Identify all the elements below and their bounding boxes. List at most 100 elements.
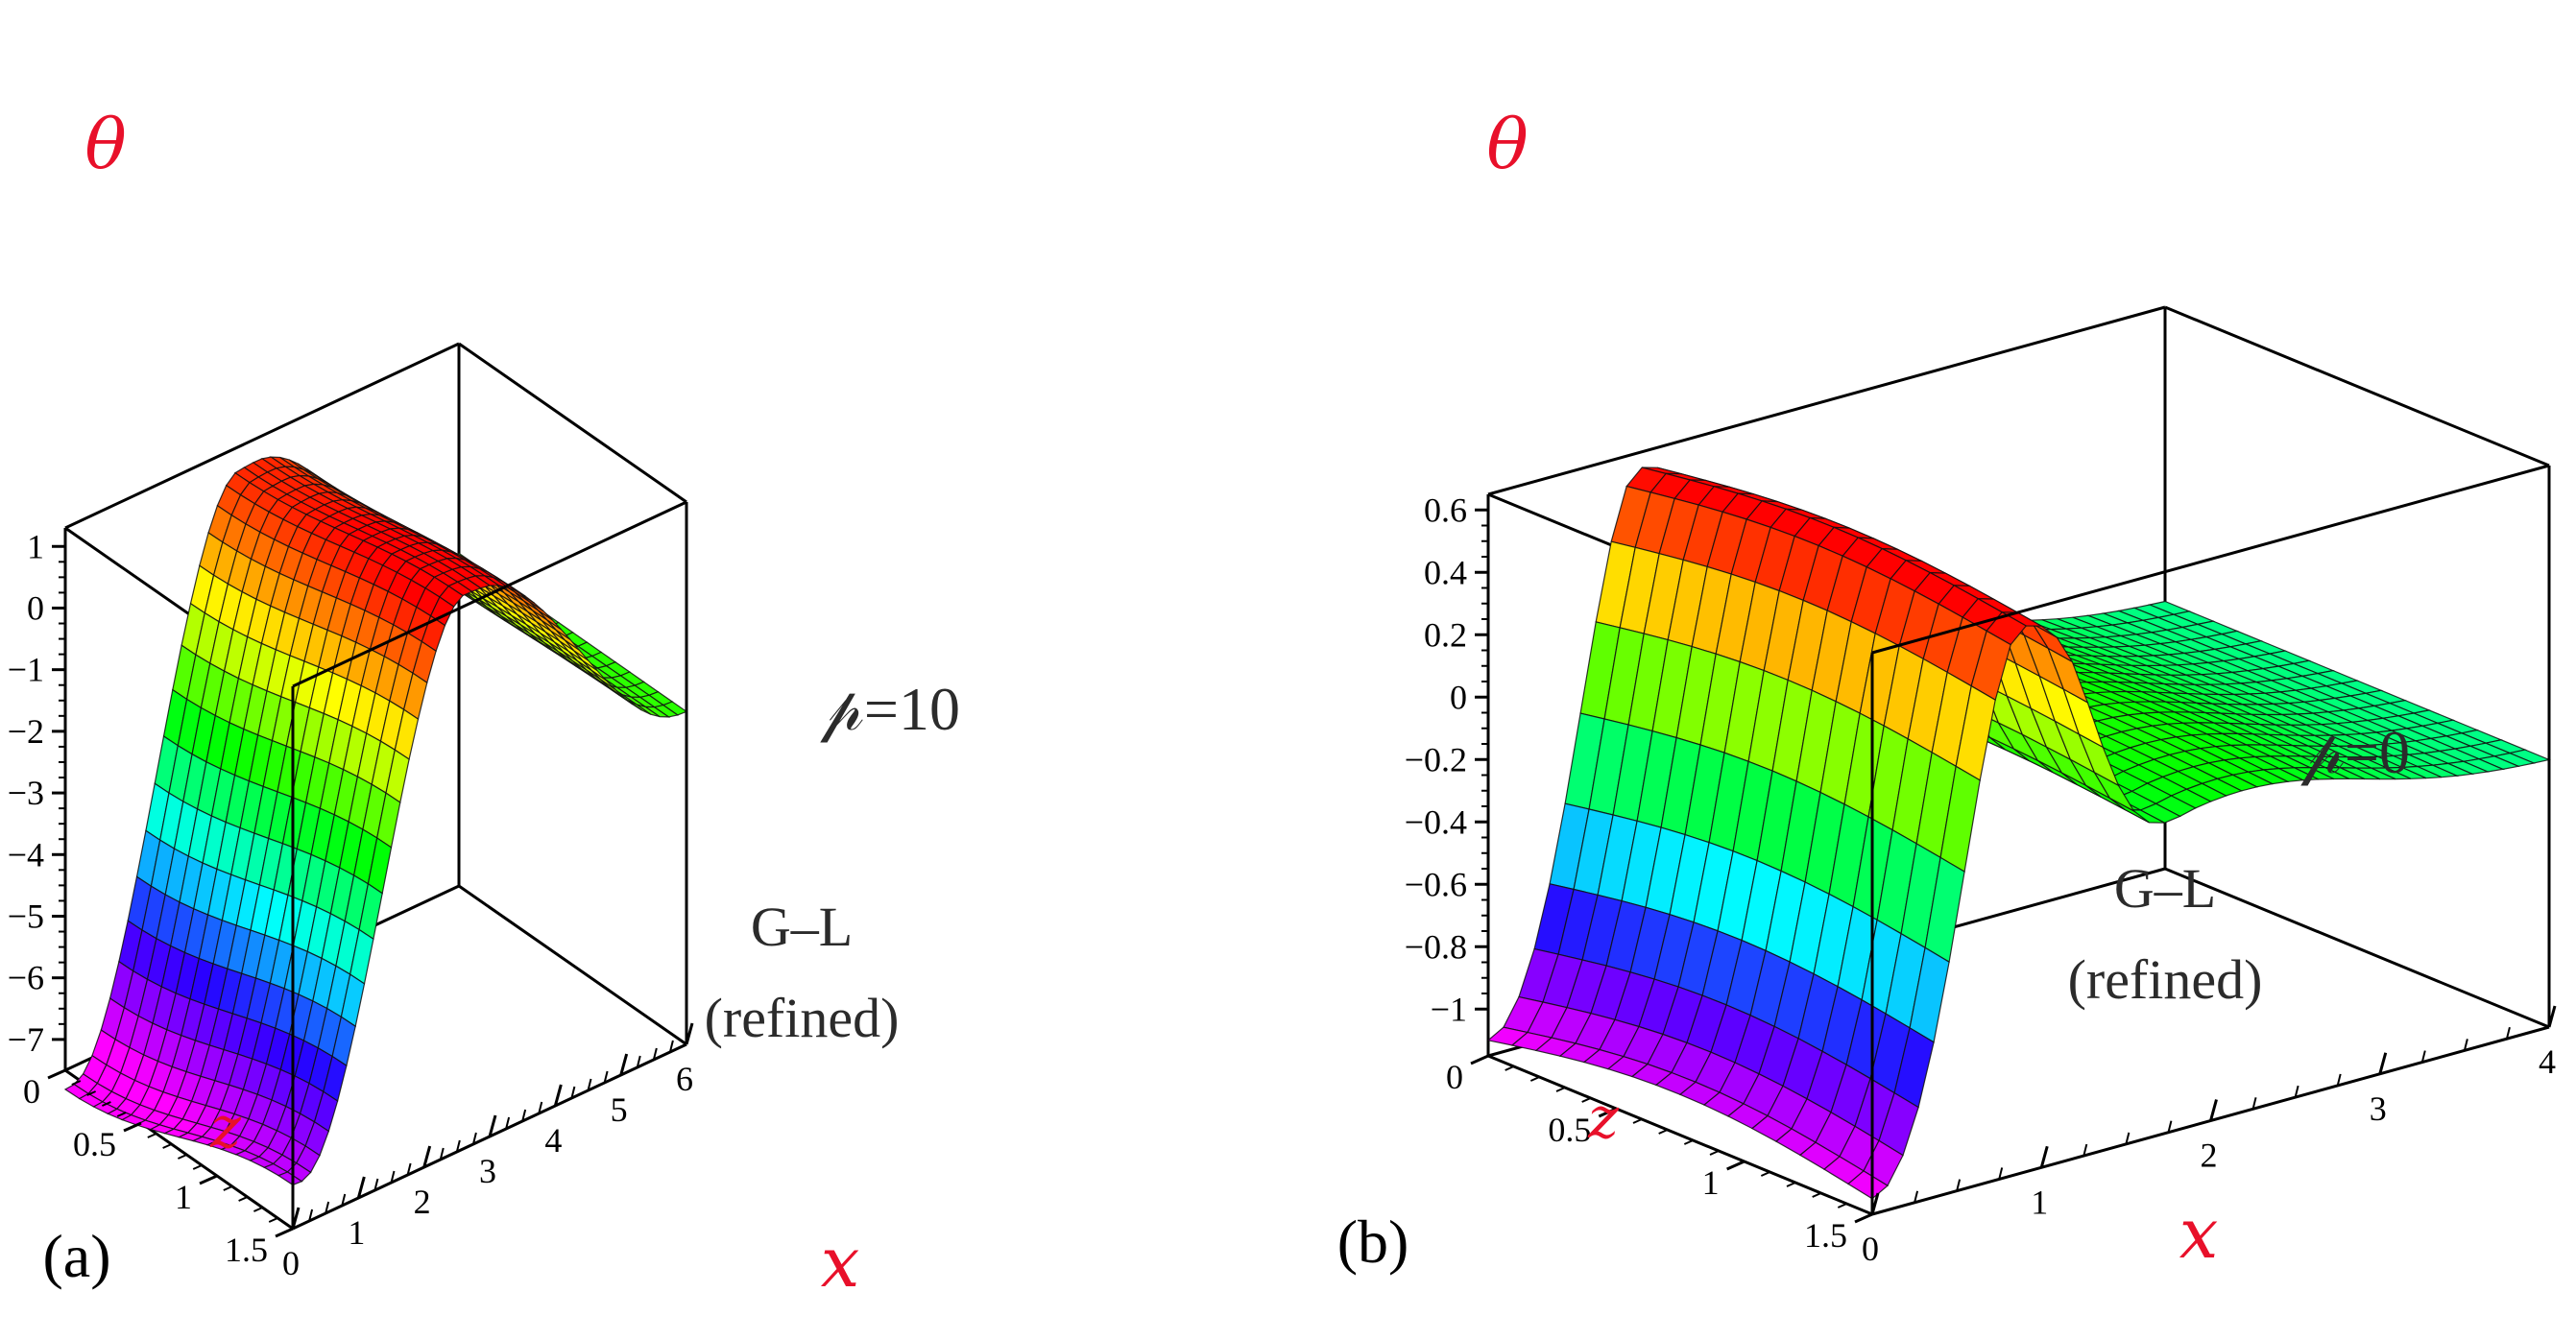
y-tick-mark (123, 1121, 142, 1133)
x-minor-tick (668, 1040, 674, 1053)
y-minor-tick (1555, 1087, 1566, 1092)
x-minor-tick (2251, 1097, 2257, 1110)
x-minor-tick (2167, 1120, 2173, 1133)
panel-label: (a) (42, 1222, 110, 1290)
x-tick-mark (488, 1114, 497, 1137)
z-tick-label: −0.6 (1405, 865, 1467, 903)
x-minor-tick (1956, 1179, 1962, 1191)
x-tick-mark (619, 1053, 629, 1076)
z-tick-label: 0.6 (1424, 491, 1467, 529)
y-minor-tick (147, 1133, 157, 1138)
y-minor-tick (1581, 1097, 1592, 1103)
x-minor-tick (587, 1078, 592, 1091)
z-tick-label: −3 (8, 774, 44, 812)
surface-patch (277, 1171, 303, 1186)
y-tick-mark (199, 1174, 218, 1185)
panel-label: (b) (1337, 1208, 1409, 1276)
x-minor-tick (1914, 1190, 1919, 1204)
y-tick-label: 0.5 (1548, 1111, 1591, 1149)
x-minor-tick (2463, 1039, 2468, 1051)
x-minor-tick (406, 1162, 412, 1176)
y-tick-label: 1 (175, 1178, 192, 1216)
x-tick-mark (2209, 1099, 2218, 1121)
method-sublabel: (refined) (705, 987, 900, 1049)
x-axis-title: x (2179, 1193, 2219, 1274)
x-tick-label: 3 (2370, 1089, 2387, 1128)
z-tick-label: 0 (27, 588, 44, 627)
panel-b: 0.6 0.4 0.2 0 −0.2 −0.4 −0.6 −0.8 −1 0 1 2 3 4 0 0.5 1 1.… (1337, 104, 2557, 1276)
z-tick-label: 0.2 (1424, 615, 1467, 654)
box-edge-front (1871, 464, 2550, 655)
z-tick-label: −1 (8, 651, 44, 689)
y-minor-tick (1812, 1192, 1822, 1198)
y-minor-tick (1709, 1150, 1720, 1156)
x-minor-tick (2082, 1143, 2088, 1157)
x-minor-tick (505, 1116, 511, 1130)
y-tick-mark (47, 1068, 66, 1080)
box-edge-front (2164, 305, 2550, 467)
x-tick-mark (685, 1022, 694, 1045)
y-minor-tick (1632, 1118, 1643, 1124)
x-minor-tick (538, 1101, 543, 1114)
x-axis-title: x (821, 1222, 860, 1303)
panel-a: 1 0 −1 −2 −3 −4 −5 −6 −7 0 1 2 3 4 5 6 0 0.5 1 1.5 θ x z 𝓅=10 G–… (8, 104, 960, 1303)
x-tick-mark (291, 1207, 301, 1230)
y-tick-label: 0 (1446, 1058, 1463, 1096)
box-edge-back (1487, 305, 2166, 496)
x-minor-tick (455, 1139, 461, 1153)
x-tick-label: 4 (2539, 1042, 2556, 1081)
y-minor-tick (86, 1090, 97, 1096)
z-tick-label: 0.4 (1424, 553, 1467, 591)
x-minor-tick (2294, 1085, 2299, 1098)
y-minor-tick (268, 1217, 278, 1223)
y-minor-tick (192, 1164, 203, 1170)
z-tick-label: −2 (8, 712, 44, 751)
y-minor-tick (71, 1080, 82, 1086)
y-minor-tick (1505, 1065, 1515, 1071)
x-minor-tick (2336, 1073, 2342, 1087)
y-axis-title: z (209, 1094, 241, 1161)
box-edge-front (292, 500, 687, 688)
x-tick-label: 1 (348, 1213, 365, 1252)
surface-mesh (1486, 467, 2551, 1200)
z-tick-label: −0.8 (1405, 927, 1467, 966)
method-sublabel: (refined) (2068, 948, 2263, 1011)
y-tick-mark (1470, 1054, 1489, 1065)
surface-mesh (63, 456, 688, 1186)
z-tick-label: −1 (1431, 990, 1467, 1028)
y-minor-tick (1837, 1203, 1847, 1208)
box-edge-front (2164, 867, 2550, 1029)
x-tick-mark (2547, 1005, 2557, 1028)
x-tick-mark (356, 1176, 366, 1199)
x-minor-tick (636, 1055, 641, 1068)
y-minor-tick (1529, 1076, 1540, 1082)
z-tick-label: −5 (8, 897, 44, 935)
z-tick-label: 1 (27, 527, 44, 565)
y-tick-label: 1.5 (225, 1231, 268, 1269)
x-minor-tick (373, 1178, 379, 1191)
x-tick-label: 0 (1862, 1230, 1879, 1268)
y-minor-tick (177, 1154, 187, 1160)
x-tick-mark (2039, 1145, 2049, 1168)
x-tick-label: 2 (2201, 1137, 2218, 1175)
y-minor-tick (238, 1196, 249, 1202)
y-minor-tick (101, 1101, 111, 1107)
x-minor-tick (2420, 1050, 2426, 1063)
y-minor-tick (1683, 1139, 1694, 1145)
x-minor-tick (341, 1193, 347, 1207)
x-tick-label: 6 (676, 1060, 693, 1098)
z-tick-label: −4 (8, 835, 44, 873)
x-minor-tick (390, 1170, 396, 1184)
x-tick-mark (553, 1084, 563, 1107)
x-minor-tick (325, 1201, 330, 1214)
x-tick-mark (422, 1145, 432, 1168)
y-minor-tick (253, 1207, 263, 1212)
y-minor-tick (1786, 1182, 1796, 1187)
z-tick-label: −7 (8, 1020, 44, 1059)
method-label: G–L (751, 896, 853, 958)
x-tick-label: 1 (2031, 1183, 2048, 1221)
x-minor-tick (2505, 1026, 2511, 1040)
x-minor-tick (652, 1047, 658, 1061)
x-minor-tick (603, 1070, 609, 1084)
